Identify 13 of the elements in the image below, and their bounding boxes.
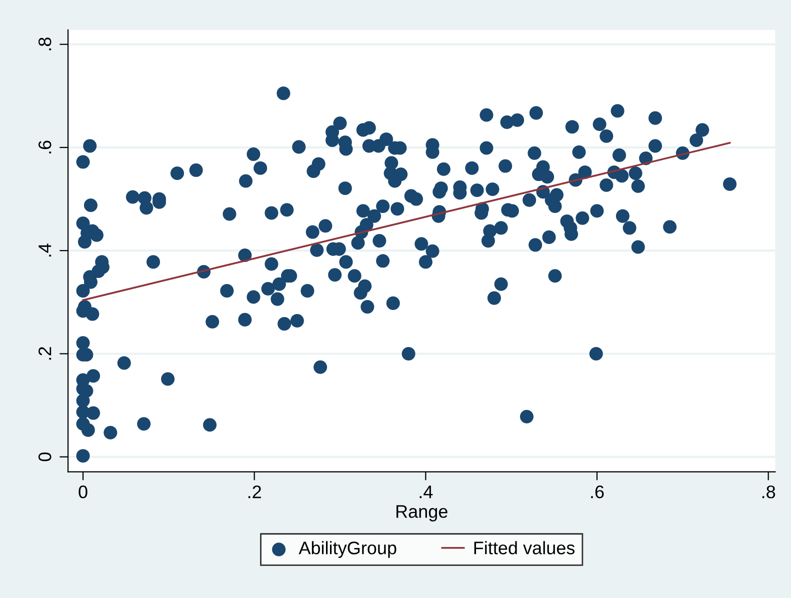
y-tick-label: .8 bbox=[38, 38, 52, 50]
x-tick-label: .4 bbox=[420, 486, 433, 498]
y-tick-label: .4 bbox=[38, 244, 52, 256]
y-tick-label: 0 bbox=[38, 452, 52, 462]
x-tick-label: 0 bbox=[78, 485, 88, 498]
x-tick-label: .8 bbox=[762, 485, 776, 498]
y-tick-label: .2 bbox=[38, 347, 52, 360]
x-tick-label: .6 bbox=[591, 485, 604, 498]
y-tick-label: .6 bbox=[38, 140, 52, 154]
legend-label: AbilityGroup bbox=[298, 541, 396, 558]
legend-label: Fitted values bbox=[474, 541, 575, 554]
x-axis-title: Range bbox=[396, 505, 448, 522]
x-tick-label: .2 bbox=[248, 485, 261, 498]
